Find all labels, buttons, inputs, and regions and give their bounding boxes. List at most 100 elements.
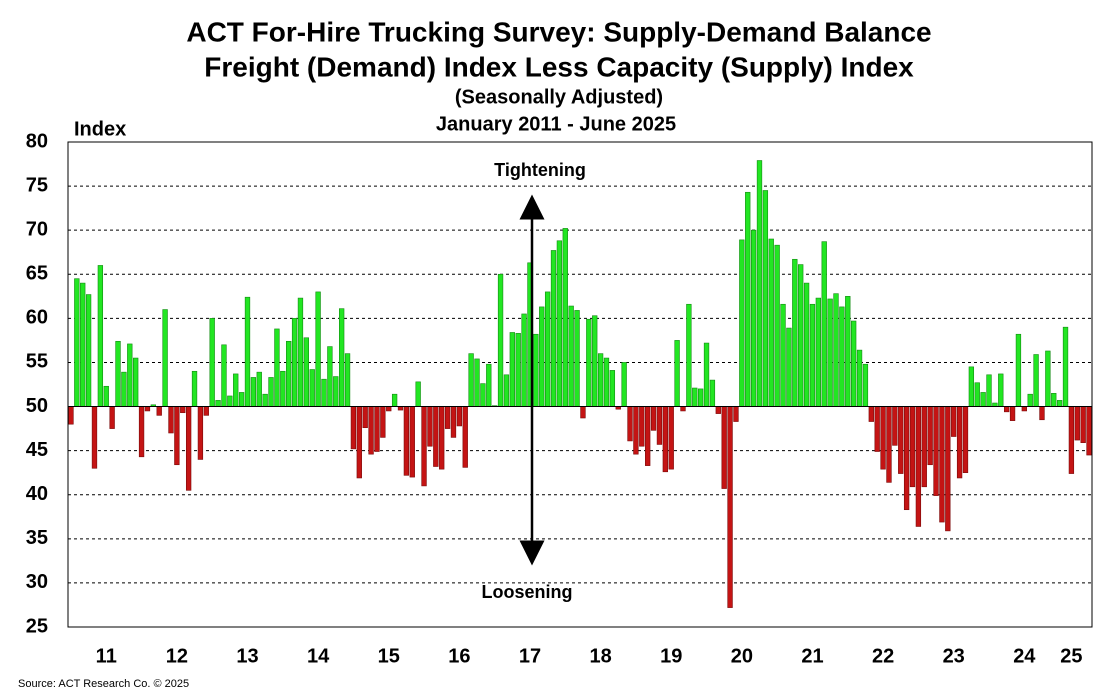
bar — [315, 291, 321, 407]
bar — [1039, 406, 1045, 421]
annotation: Loosening — [482, 582, 573, 602]
bar — [191, 370, 198, 407]
bar — [533, 333, 539, 407]
y-tick-label: 40 — [26, 483, 48, 505]
bar — [768, 238, 774, 407]
bar — [833, 293, 839, 407]
bar — [227, 395, 233, 407]
bar — [627, 406, 633, 442]
bar — [274, 328, 280, 407]
bar — [356, 406, 362, 479]
bar — [350, 406, 357, 450]
bar — [986, 374, 992, 407]
bar — [962, 406, 969, 473]
bar — [998, 373, 1004, 407]
bar — [68, 406, 74, 425]
bar — [762, 190, 769, 407]
bar — [574, 310, 580, 407]
bar — [515, 333, 521, 407]
x-tick-label: 15 — [378, 645, 400, 667]
bar — [1045, 350, 1051, 407]
bar — [674, 340, 680, 407]
bar — [668, 406, 674, 470]
bar — [597, 353, 604, 407]
bar — [456, 406, 463, 427]
bar — [115, 340, 121, 407]
bar — [97, 265, 104, 407]
bar — [756, 160, 763, 407]
y-tick-label: 60 — [26, 307, 48, 329]
bar — [592, 315, 598, 407]
y-tick-label: 65 — [26, 263, 48, 285]
chart-title: ACT For-Hire Trucking Survey: Supply-Dem… — [186, 16, 931, 47]
bar — [109, 406, 115, 429]
bar — [468, 353, 474, 407]
bar — [556, 240, 563, 407]
source: Source: ACT Research Co. © 2025 — [18, 678, 189, 690]
bar — [521, 313, 527, 407]
x-tick-label: 17 — [519, 645, 541, 667]
bar — [368, 406, 374, 455]
bar — [103, 385, 109, 407]
bar — [1033, 354, 1039, 407]
bar — [221, 344, 227, 407]
bar — [621, 362, 627, 407]
y-tick-label: 30 — [26, 571, 48, 593]
bar — [180, 406, 186, 414]
bar — [1080, 406, 1086, 443]
bar — [951, 406, 957, 437]
bar — [803, 282, 810, 407]
bar — [809, 303, 816, 407]
bar — [903, 406, 910, 511]
x-tick-label: 16 — [448, 645, 470, 667]
bar — [303, 337, 309, 407]
bar — [127, 343, 133, 407]
bar — [286, 340, 292, 407]
x-tick-label: 19 — [660, 645, 682, 667]
bar — [327, 346, 333, 407]
bar — [568, 305, 574, 407]
bar — [586, 318, 592, 407]
bar — [509, 332, 515, 407]
bar — [250, 377, 257, 407]
bar — [1074, 406, 1080, 441]
chart-title: Freight (Demand) Index Less Capacity (Su… — [204, 51, 914, 82]
bar — [815, 297, 821, 407]
bar — [121, 371, 127, 407]
bar — [715, 406, 721, 414]
bar — [851, 320, 857, 407]
bar — [780, 303, 786, 407]
bar — [686, 303, 692, 407]
bar — [786, 327, 792, 407]
x-tick-label: 18 — [589, 645, 611, 667]
bar — [80, 282, 86, 407]
chart-subtitle: (Seasonally Adjusted) — [455, 86, 663, 108]
y-tick-label: 45 — [26, 439, 48, 461]
bar — [774, 244, 780, 407]
bar — [892, 406, 898, 446]
bar — [827, 298, 833, 407]
bar — [262, 393, 268, 407]
plot-area: 25 30 35 40 45 50 55 60 65 70 75 80 11 12 13 14 15 16 17 18… — [26, 130, 1092, 667]
bar — [921, 406, 927, 488]
bar — [709, 379, 716, 407]
bar — [898, 406, 904, 474]
bar — [909, 406, 916, 488]
bar — [233, 373, 239, 407]
bar — [403, 406, 410, 476]
bar — [1027, 393, 1033, 407]
bar — [215, 400, 221, 407]
bar — [645, 406, 651, 466]
bar — [692, 387, 698, 407]
bar — [1056, 400, 1063, 407]
bar — [450, 406, 457, 438]
bar — [656, 406, 663, 445]
bar — [344, 353, 351, 407]
bar — [580, 406, 586, 419]
bar — [609, 370, 616, 407]
bar — [703, 342, 710, 407]
x-tick-label: 11 — [96, 645, 117, 667]
bar — [550, 250, 557, 407]
bar — [427, 406, 433, 447]
bar — [927, 406, 933, 466]
